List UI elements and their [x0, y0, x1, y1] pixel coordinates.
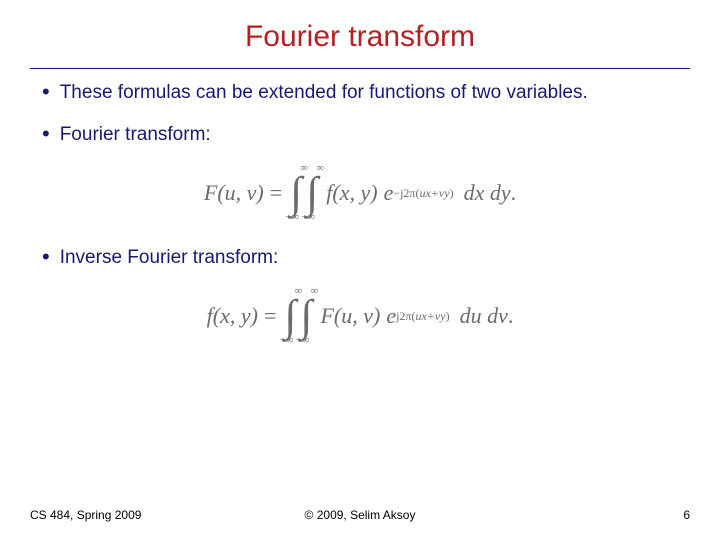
formula-lhs: F(u, v) — [204, 178, 264, 208]
formula-forward: F(u, v) = ∞ ∫ −∞ ∞ ∫ −∞ f(x, y) e−j2π(ux… — [42, 163, 678, 222]
slide: Fourier transform • These formulas can b… — [0, 0, 720, 540]
bullet-text: These formulas can be extended for funct… — [60, 80, 678, 106]
bullet-icon: • — [42, 245, 50, 269]
slide-body: • These formulas can be extended for fun… — [42, 80, 678, 368]
bullet-icon: • — [42, 80, 50, 104]
formula-lhs: f(x, y) — [207, 301, 258, 331]
slide-footer: CS 484, Spring 2009 © 2009, Selim Aksoy … — [30, 508, 690, 522]
footer-page: 6 — [683, 508, 690, 522]
formula-exponent: −j2π(ux+vy) — [393, 185, 453, 201]
formula-diff: du dv — [460, 301, 508, 331]
formula-exponent: j2π(ux+vy) — [396, 308, 449, 324]
formula-diff: dx dy — [464, 178, 511, 208]
formula-integrand: F(u, v) — [320, 301, 380, 331]
bullet-item: • These formulas can be extended for fun… — [42, 80, 678, 106]
slide-title: Fourier transform — [0, 20, 720, 54]
bullet-item: • Fourier transform: — [42, 122, 678, 148]
bullet-text: Inverse Fourier transform: — [60, 245, 678, 271]
bullet-text: Fourier transform: — [60, 122, 678, 148]
footer-left: CS 484, Spring 2009 — [30, 508, 141, 522]
formula-integrand: f(x, y) — [326, 178, 377, 208]
horizontal-rule — [30, 68, 690, 69]
bullet-item: • Inverse Fourier transform: — [42, 245, 678, 271]
formula-inverse: f(x, y) = ∞ ∫ −∞ ∞ ∫ −∞ F(u, v) ej2π(ux+… — [42, 286, 678, 345]
bullet-icon: • — [42, 122, 50, 146]
